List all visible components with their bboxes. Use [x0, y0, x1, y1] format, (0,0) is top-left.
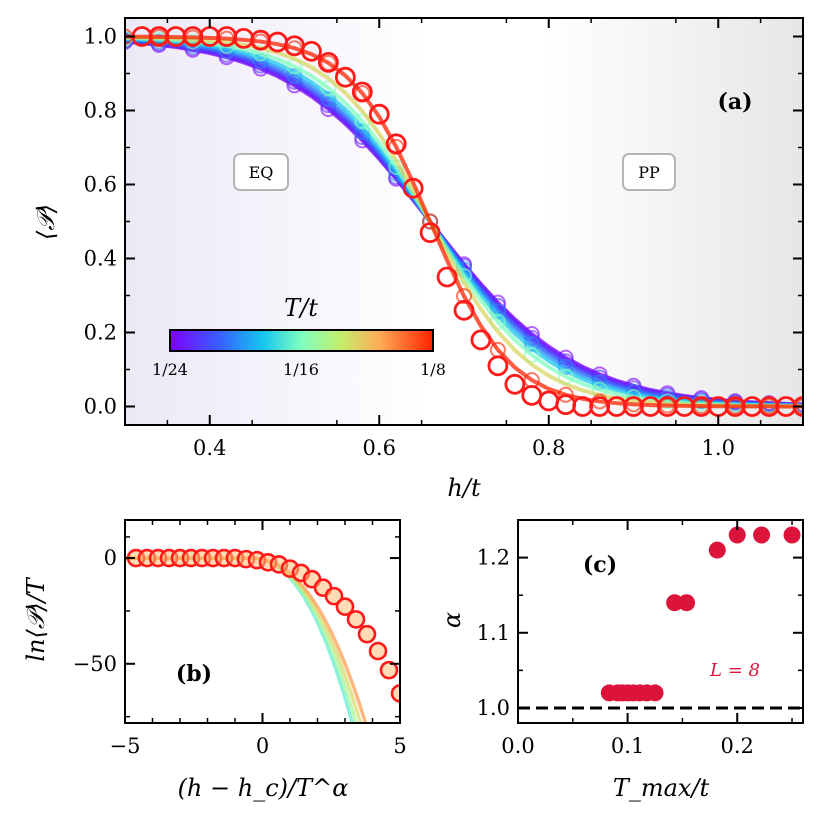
panel-c-xlabel: T_max/t	[613, 774, 710, 802]
panel-b-curve-1	[125, 556, 358, 723]
panel-a-xtick-label-1: 0.6	[363, 436, 396, 460]
panel-a-point-10	[301, 40, 322, 62]
colorbar-tick-2: 1/8	[420, 360, 446, 379]
panel-b-curve-2	[125, 556, 363, 723]
panel-a-point-13	[351, 81, 373, 103]
panel-a: EQ PP T/t 1/24 1/16 1/8 (a) 0.4 0.6 0.8 1.0…	[32, 17, 804, 502]
panel-c-ytick-label-2: 1.2	[477, 546, 510, 570]
panel-c: (c) L = 8 0.0 0.1 0.2 1.0 1.1 1.2 T_max/t α	[438, 519, 804, 802]
panel-b-ytick-label-0: 0	[104, 546, 117, 570]
panel-c-xtick-label-0: 0.0	[501, 734, 534, 758]
panel-a-point-19	[453, 299, 475, 321]
panel-b-point-19	[335, 597, 355, 616]
panel-c-frame	[517, 519, 804, 724]
panel-c-point-9	[678, 594, 696, 612]
region-pp-label: PP	[638, 163, 660, 182]
panel-a-point-11	[317, 52, 339, 73]
panel-a-point-12	[334, 66, 356, 88]
panel-a-curve-6-marker-12	[320, 80, 337, 97]
panel-b-points	[126, 548, 400, 703]
panel-a-curve-8-marker-12	[320, 54, 337, 71]
colorbar: T/t 1/24 1/16 1/8	[152, 294, 446, 379]
region-eq: EQ	[233, 153, 289, 191]
panel-b-curve-0	[125, 556, 355, 723]
panel-a-ylabel: ⟨𝒫⟩	[32, 204, 60, 240]
panel-c-point-7	[646, 684, 664, 702]
panel-b-frame	[124, 519, 401, 724]
panel-b-xtick-label-0: −5	[110, 734, 141, 758]
panel-a-point-15	[385, 133, 407, 155]
panel-b-curves	[125, 556, 368, 723]
panel-a-background	[125, 18, 803, 425]
panel-a-curve-8-marker-20	[456, 288, 472, 305]
colorbar-tick-1: 1/16	[283, 360, 319, 379]
panel-a-label: (a)	[717, 89, 752, 115]
panel-b-curve-3	[125, 556, 368, 723]
panel-c-label: (c)	[583, 552, 617, 578]
panel-b-point-20	[346, 610, 366, 629]
panel-a-xtick-label-2: 0.8	[532, 436, 565, 460]
panel-a-ytick-label-0: 0.0	[84, 395, 117, 419]
panel-c-ylabel: α	[438, 612, 466, 628]
colorbar-title: T/t	[284, 294, 318, 322]
panel-a-ytick-label-4: 0.8	[84, 99, 117, 123]
panel-a-point-17	[419, 222, 441, 244]
panel-a-point-22	[504, 373, 526, 395]
panel-a-ytick-label-2: 0.4	[84, 247, 117, 271]
panel-a-point-16	[402, 177, 424, 199]
panel-a-ytick-label-5: 1.0	[84, 25, 117, 49]
panel-a-ytick-label-1: 0.2	[84, 321, 117, 345]
panel-a-frame	[124, 17, 804, 426]
panel-b-label: (b)	[176, 661, 212, 687]
panel-c-point-8	[666, 594, 684, 612]
panel-c-ytick-label-1: 1.1	[477, 621, 510, 645]
panel-c-point-12	[753, 526, 771, 544]
panel-a-point-20	[470, 329, 492, 351]
colorbar-gradient	[169, 329, 434, 352]
panel-a-point-18	[436, 266, 458, 288]
panel-a-point-21	[487, 355, 509, 377]
panel-a-curve-8	[125, 34, 803, 409]
panel-a-point-14	[368, 103, 390, 125]
panel-b: (b) −5 0 50−50 (h − h_c)/T^α ln⟨𝒫⟩/T	[22, 519, 407, 802]
panel-b-ytick-label-1: −50	[73, 652, 117, 676]
region-eq-label: EQ	[249, 163, 274, 182]
panel-c-ytick-label-0: 1.0	[477, 696, 510, 720]
panel-a-xtick-label-3: 1.0	[702, 436, 735, 460]
panel-b-xlabel: (h − h_c)/T^α	[178, 774, 349, 802]
panel-c-axes: 0.0 0.1 0.2 1.0 1.1 1.2	[477, 520, 803, 758]
panel-b-point-22	[368, 641, 388, 661]
panel-a-ytick-label-3: 0.6	[84, 173, 117, 197]
panel-b-xtick-label-2: 5	[393, 734, 406, 758]
panel-b-point-23	[379, 660, 399, 680]
panel-a-axes: 0.4 0.6 0.8 1.0 0.0 0.2 0.4 0.6 0.8 1.0	[84, 18, 803, 460]
panel-a-xlabel: h/t	[447, 474, 481, 502]
panel-b-point-24	[390, 684, 400, 703]
colorbar-tick-0: 1/24	[152, 360, 188, 379]
panel-b-point-18	[324, 586, 344, 606]
panel-b-ylabel: ln⟨𝒫⟩/T	[22, 576, 50, 661]
panel-c-point-11	[728, 526, 746, 544]
panel-c-point-10	[708, 541, 726, 559]
panel-b-xtick-label-1: 0	[256, 734, 269, 758]
region-pp: PP	[622, 153, 676, 191]
panel-a-curve-8-marker-26	[557, 386, 574, 403]
panel-c-point-13	[783, 526, 801, 544]
panel-b-point-21	[357, 624, 377, 644]
panel-c-xtick-label-2: 0.2	[721, 734, 754, 758]
panel-a-xtick-label-0: 0.4	[193, 436, 226, 460]
panel-a-points	[131, 26, 803, 417]
panel-c-annotation: L = 8	[709, 660, 760, 681]
panel-a-curve-6-marker-24	[523, 346, 540, 363]
panel-c-xtick-label-1: 0.1	[611, 734, 644, 758]
panel-c-points	[600, 526, 801, 702]
panel-a-curve-8-marker-18	[422, 213, 439, 230]
